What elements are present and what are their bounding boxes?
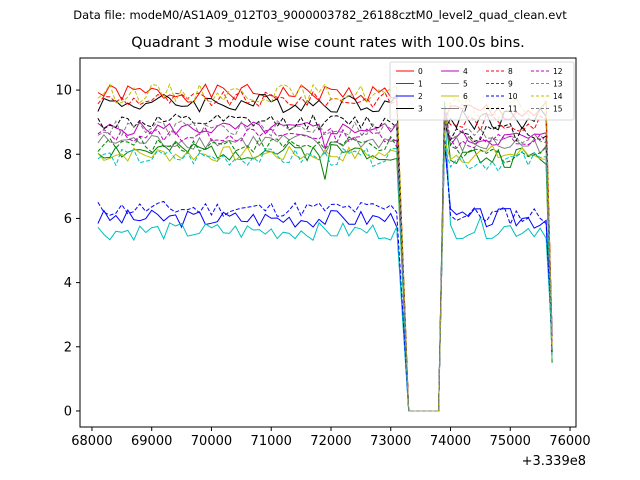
y-tick-label: 8 xyxy=(64,148,72,163)
legend-label-5: 5 xyxy=(463,79,468,88)
y-tick-label: 6 xyxy=(64,212,72,227)
series-line-2 xyxy=(97,142,553,412)
series-line-6 xyxy=(97,139,553,412)
series-line-12 xyxy=(97,110,553,412)
legend-label-10: 10 xyxy=(508,92,518,101)
legend-label-0: 0 xyxy=(418,67,423,76)
x-tick-label: 71000 xyxy=(251,434,292,449)
y-tick-label: 4 xyxy=(64,276,72,291)
legend-label-8: 8 xyxy=(508,67,513,76)
legend-label-1: 1 xyxy=(418,79,423,88)
legend-label-11: 11 xyxy=(508,104,518,113)
legend-label-6: 6 xyxy=(463,92,468,101)
x-axis: 68000 69000 70000 71000 72000 73000 74000 75000… xyxy=(71,427,591,449)
series-line-8 xyxy=(97,90,553,412)
legend-label-2: 2 xyxy=(418,92,423,101)
series-group xyxy=(97,83,553,412)
legend-label-9: 9 xyxy=(508,79,513,88)
legend-label-3: 3 xyxy=(418,104,423,113)
x-tick-label: 76000 xyxy=(549,434,590,449)
axes-frame xyxy=(79,57,577,428)
legend-box xyxy=(389,61,575,121)
legend-label-13: 13 xyxy=(553,79,563,88)
series-line-14 xyxy=(97,83,553,412)
y-axis: 0 2 4 6 8 10 xyxy=(55,84,80,419)
x-tick-label: 73000 xyxy=(370,434,411,449)
series-line-3 xyxy=(97,93,553,412)
legend-label-14: 14 xyxy=(553,92,563,101)
series-line-13 xyxy=(97,145,553,412)
legend-label-15: 15 xyxy=(553,104,563,113)
x-tick-label: 69000 xyxy=(131,434,172,449)
x-tick-label: 72000 xyxy=(310,434,351,449)
series-line-10 xyxy=(97,136,553,412)
y-tick-label: 2 xyxy=(64,340,72,355)
y-tick-label: 0 xyxy=(64,404,72,419)
x-tick-label: 74000 xyxy=(430,434,471,449)
x-axis-offset-label: +3.339e8 xyxy=(522,454,586,469)
legend-label-4: 4 xyxy=(463,67,468,76)
series-line-7 xyxy=(97,126,553,412)
legend-label-7: 7 xyxy=(463,104,468,113)
chart-title: Quadrant 3 module wise count rates with … xyxy=(131,35,525,51)
legend-label-12: 12 xyxy=(553,67,563,76)
series-line-9 xyxy=(97,101,553,412)
y-tick-label: 10 xyxy=(55,84,72,99)
series-line-15 xyxy=(97,119,553,412)
data-file-caption: Data file: modeM0/AS1A09_012T03_90000037… xyxy=(73,8,567,22)
series-line-4 xyxy=(97,117,553,412)
series-line-5 xyxy=(97,104,553,412)
x-tick-label: 70000 xyxy=(191,434,232,449)
x-tick-label: 68000 xyxy=(71,434,112,449)
x-tick-label: 75000 xyxy=(490,434,531,449)
series-line-11 xyxy=(97,113,553,412)
